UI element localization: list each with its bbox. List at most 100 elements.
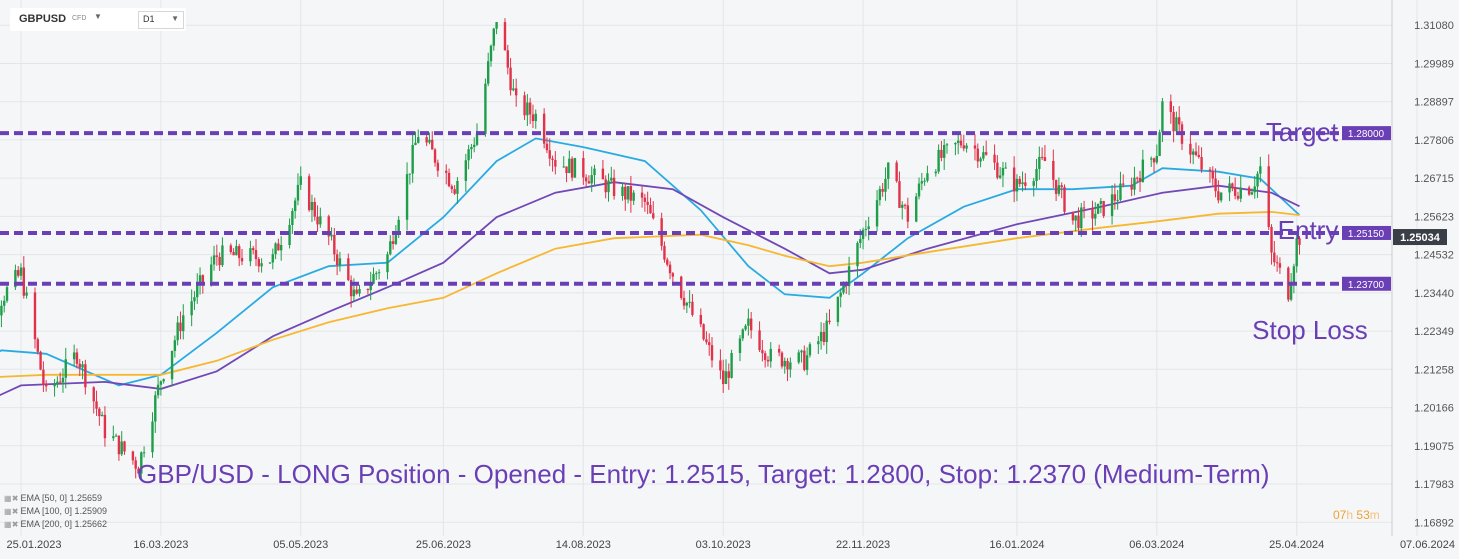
candle-body xyxy=(1289,283,1293,300)
legend-item[interactable]: ▦ ✖ EMA [100, 0] 1.25909 xyxy=(4,505,107,518)
candle-body xyxy=(495,22,498,29)
candle-body xyxy=(1082,207,1086,209)
candle-body xyxy=(61,377,65,383)
candle-body xyxy=(1275,262,1279,264)
candle-body xyxy=(159,381,163,385)
candle-body xyxy=(196,284,199,298)
legend-settings-icon[interactable]: ▦ ✖ xyxy=(4,494,19,503)
candle-body xyxy=(1074,215,1077,221)
candle-body xyxy=(612,177,616,196)
ema-line xyxy=(0,137,1301,387)
candle-body xyxy=(467,149,470,161)
candle-body xyxy=(901,204,904,208)
candle-body xyxy=(861,229,865,239)
candle-body xyxy=(489,45,493,62)
candle-body xyxy=(800,350,803,353)
candle-body xyxy=(352,289,356,297)
candle-body xyxy=(1052,160,1055,180)
candle-body xyxy=(252,248,255,251)
candle-body xyxy=(632,192,635,201)
candle-body xyxy=(1110,194,1114,216)
last-price-tag xyxy=(1393,229,1447,246)
candle-body xyxy=(652,213,655,219)
candle-body xyxy=(906,205,910,222)
candle-body xyxy=(1099,201,1103,204)
candle-body xyxy=(92,387,95,402)
candle-body xyxy=(279,245,283,251)
candle-body xyxy=(238,246,241,259)
candle-body xyxy=(425,137,428,143)
candle-body xyxy=(1273,252,1276,263)
candle-body xyxy=(154,395,157,422)
candle-body xyxy=(1057,185,1061,194)
candle-body xyxy=(1054,179,1058,194)
axes: 1.31080 1.29989 1.28897 1.27806 1.26715 1.256… xyxy=(6,0,1455,551)
legend-settings-icon[interactable]: ▦ ✖ xyxy=(4,507,19,516)
candle-body xyxy=(1152,158,1156,163)
candle-body xyxy=(151,421,154,453)
symbol-label[interactable]: GBPUSD xyxy=(19,13,67,25)
candle-body xyxy=(895,162,898,182)
candle-body xyxy=(156,384,160,396)
candle-body xyxy=(316,216,319,225)
candle-body xyxy=(626,186,630,200)
candle-body xyxy=(1094,213,1097,219)
candle-body xyxy=(640,192,644,198)
candle-body xyxy=(456,180,459,194)
candle-body xyxy=(884,178,887,192)
candle-body xyxy=(33,292,37,340)
candle-body xyxy=(523,95,526,116)
candle-body xyxy=(486,61,490,84)
candle-body xyxy=(959,140,963,146)
candle-body xyxy=(0,305,3,316)
y-tick-label: 1.25623 xyxy=(1414,211,1454,223)
x-tick-label: 25.04.2024 xyxy=(1269,539,1324,551)
x-tick-label: 22.11.2023 xyxy=(836,539,890,551)
candle-body xyxy=(131,451,135,461)
legend-label: EMA [200, 0] 1.25662 xyxy=(20,519,108,529)
candle-body xyxy=(473,144,476,147)
candle-body xyxy=(1155,156,1159,163)
symbol-toolbar: GBPUSD CFD ▼ D1 ▼ xyxy=(10,8,186,31)
timer-hours: 07 xyxy=(1333,508,1347,522)
candle-body xyxy=(179,322,182,332)
symbol-dropdown-icon[interactable]: ▼ xyxy=(94,12,102,21)
level-price-label: 1.25150 xyxy=(1348,229,1385,240)
candle-body xyxy=(945,144,949,146)
candle-body xyxy=(291,210,294,225)
candle-body xyxy=(39,351,42,370)
candle-body xyxy=(411,145,414,174)
legend-item[interactable]: ▦ ✖ EMA [200, 0] 1.25662 xyxy=(4,518,107,531)
candle-body xyxy=(338,258,342,266)
timeframe-select[interactable]: D1 ▼ xyxy=(138,11,184,29)
candle-body xyxy=(819,331,823,342)
candle-body xyxy=(1015,178,1019,192)
candle-body xyxy=(1043,157,1047,161)
candle-body xyxy=(1178,117,1181,125)
x-tick-label: 16.01.2024 xyxy=(989,539,1044,551)
candle-body xyxy=(548,150,551,159)
candle-body xyxy=(72,352,76,360)
candle-body xyxy=(1259,166,1262,174)
candle-body xyxy=(78,363,81,368)
candle-body xyxy=(112,436,115,439)
candle-body xyxy=(702,324,705,340)
candle-body xyxy=(414,142,417,146)
candle-body xyxy=(190,301,193,316)
candle-body xyxy=(358,288,361,294)
candle-body xyxy=(926,173,929,181)
candle-body xyxy=(58,381,62,383)
candle-body xyxy=(397,219,400,233)
legend-settings-icon[interactable]: ▦ ✖ xyxy=(4,520,19,529)
candle-body xyxy=(232,252,235,256)
legend-item[interactable]: ▦ ✖ EMA [50, 0] 1.25659 xyxy=(4,492,107,505)
candle-body xyxy=(610,177,613,181)
candle-body xyxy=(573,158,577,178)
candle-body xyxy=(431,139,434,150)
candle-body xyxy=(976,148,979,162)
candle-body xyxy=(1161,101,1164,133)
candle-body xyxy=(14,270,17,288)
candle-body xyxy=(528,102,532,115)
candle-body xyxy=(1175,117,1178,132)
